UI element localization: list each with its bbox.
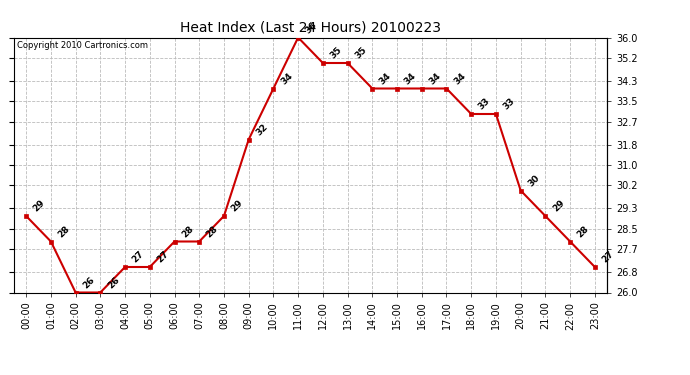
Text: 28: 28: [180, 224, 195, 239]
Text: 34: 34: [427, 71, 442, 86]
Text: 33: 33: [477, 97, 492, 112]
Text: 27: 27: [130, 249, 146, 265]
Text: 27: 27: [155, 249, 170, 265]
Text: 35: 35: [328, 46, 344, 61]
Text: 26: 26: [81, 275, 97, 290]
Text: 30: 30: [526, 173, 542, 188]
Text: 29: 29: [230, 198, 245, 214]
Text: 26: 26: [106, 275, 121, 290]
Text: 34: 34: [402, 71, 418, 86]
Text: 27: 27: [600, 249, 615, 265]
Text: 32: 32: [254, 122, 270, 137]
Text: 34: 34: [279, 71, 294, 86]
Text: 34: 34: [378, 71, 393, 86]
Text: 34: 34: [452, 71, 467, 86]
Text: 29: 29: [551, 198, 566, 214]
Title: Heat Index (Last 24 Hours) 20100223: Heat Index (Last 24 Hours) 20100223: [180, 21, 441, 35]
Text: 28: 28: [205, 224, 220, 239]
Text: 33: 33: [502, 97, 517, 112]
Text: 28: 28: [575, 224, 591, 239]
Text: 35: 35: [353, 46, 368, 61]
Text: 36: 36: [304, 20, 319, 35]
Text: Copyright 2010 Cartronics.com: Copyright 2010 Cartronics.com: [17, 41, 148, 50]
Text: 28: 28: [57, 224, 72, 239]
Text: 29: 29: [32, 198, 47, 214]
